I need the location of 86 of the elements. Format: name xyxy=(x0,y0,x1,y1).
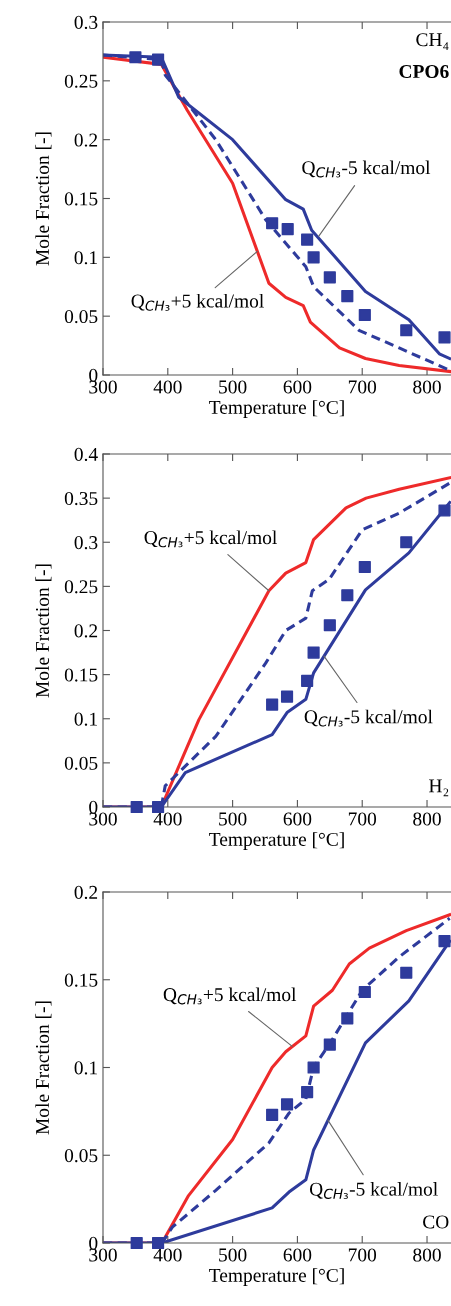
y-tick-label: 0.1 xyxy=(74,1061,97,1075)
x-tick-label: 300 xyxy=(89,380,117,394)
annotation: Q$_{CH₃}$+5 kcal/mol xyxy=(144,530,277,548)
x-tick-label: 500 xyxy=(219,1248,247,1262)
x-tick-label: 700 xyxy=(348,812,377,826)
annotation: Q$_{CH₃}$-5 kcal/mol xyxy=(304,709,433,727)
point xyxy=(266,217,279,230)
annotation: Q$_{CH₃}$-5 kcal/mol xyxy=(302,160,431,178)
y-tick-label: 0.3 xyxy=(74,536,98,550)
point xyxy=(438,935,451,948)
point xyxy=(301,674,314,687)
point xyxy=(341,290,354,303)
x-axis-title: Temperature [°C] xyxy=(209,1268,344,1286)
x-tick-label: 800 xyxy=(413,812,441,826)
y-tick-label: 0.4 xyxy=(74,447,98,462)
y-tick-label: 0.15 xyxy=(64,973,98,987)
point xyxy=(281,223,294,236)
y-tick-label: 0.3 xyxy=(74,15,98,30)
y-tick-label: 0.25 xyxy=(64,580,98,594)
x-tick-label: 500 xyxy=(219,812,247,826)
y-tick-label: 0 xyxy=(89,800,98,814)
y-tick-label: 0.05 xyxy=(64,1149,98,1163)
annotation: H₂ xyxy=(429,779,449,797)
point xyxy=(400,536,413,549)
x-tick-label: 600 xyxy=(283,380,312,394)
y-tick-label: 0.1 xyxy=(74,251,97,265)
point xyxy=(266,1108,279,1121)
y-tick-label: 0.25 xyxy=(64,74,98,88)
point xyxy=(400,966,413,979)
x-tick-label: 600 xyxy=(283,1248,312,1262)
y-tick-label: 0.2 xyxy=(74,624,98,638)
point xyxy=(400,324,413,337)
point xyxy=(307,646,320,659)
point xyxy=(307,1061,320,1074)
point xyxy=(266,698,279,711)
point xyxy=(323,271,336,284)
y-tick-label: 0.1 xyxy=(74,712,97,726)
point xyxy=(358,308,371,322)
y-tick-label: 0.15 xyxy=(64,192,98,206)
annotation: Q$_{CH₃}$+5 kcal/mol xyxy=(131,293,264,311)
x-tick-label: 400 xyxy=(153,812,182,826)
annotation: CH₄ xyxy=(416,33,449,51)
y-axis-title: Mole Fraction [-] xyxy=(35,564,52,698)
y-tick-label: 0.05 xyxy=(64,756,98,770)
y-tick-label: 0.15 xyxy=(64,668,98,682)
y-tick-label: 0.35 xyxy=(64,491,98,506)
point xyxy=(341,589,354,602)
annotation: CPO6 xyxy=(399,64,449,79)
point xyxy=(323,619,336,632)
y-tick-label: 0.2 xyxy=(74,885,98,900)
annotation: Q$_{CH₃}$+5 kcal/mol xyxy=(163,987,297,1005)
x-tick-label: 400 xyxy=(153,380,182,394)
point xyxy=(280,690,294,703)
x-tick-label: 400 xyxy=(153,1248,182,1262)
y-tick-label: 0.2 xyxy=(74,133,98,147)
x-tick-label: 500 xyxy=(219,380,247,394)
point xyxy=(301,1085,314,1099)
x-tick-label: 700 xyxy=(348,380,377,394)
x-tick-label: 700 xyxy=(348,1248,377,1262)
point xyxy=(341,1012,354,1025)
x-axis-title: Temperature [°C] xyxy=(209,832,344,850)
point xyxy=(152,53,165,66)
y-tick-label: 0 xyxy=(89,1236,98,1250)
x-tick-label: 800 xyxy=(413,1248,441,1262)
x-axis-title: Temperature [°C] xyxy=(209,400,344,418)
x-tick-label: 800 xyxy=(413,380,441,394)
annotation: Q$_{CH₃}$-5 kcal/mol xyxy=(309,1182,438,1199)
y-axis-title: Mole Fraction [-] xyxy=(35,132,52,266)
point xyxy=(323,1038,336,1051)
x-tick-label: 600 xyxy=(283,812,312,826)
point xyxy=(130,1236,143,1250)
y-tick-label: 0 xyxy=(89,368,98,382)
y-axis-title: Mole Fraction [-] xyxy=(35,1001,52,1135)
x-tick-label: 300 xyxy=(89,812,117,826)
x-tick-label: 300 xyxy=(89,1248,117,1262)
point xyxy=(130,800,143,814)
annotation: CO xyxy=(423,1215,449,1229)
point xyxy=(301,233,314,246)
y-tick-label: 0.05 xyxy=(64,309,98,324)
point xyxy=(438,504,451,517)
point xyxy=(438,331,451,344)
point xyxy=(358,985,371,999)
point xyxy=(129,51,142,64)
point xyxy=(280,1098,294,1111)
point xyxy=(307,251,320,264)
point xyxy=(358,560,371,574)
